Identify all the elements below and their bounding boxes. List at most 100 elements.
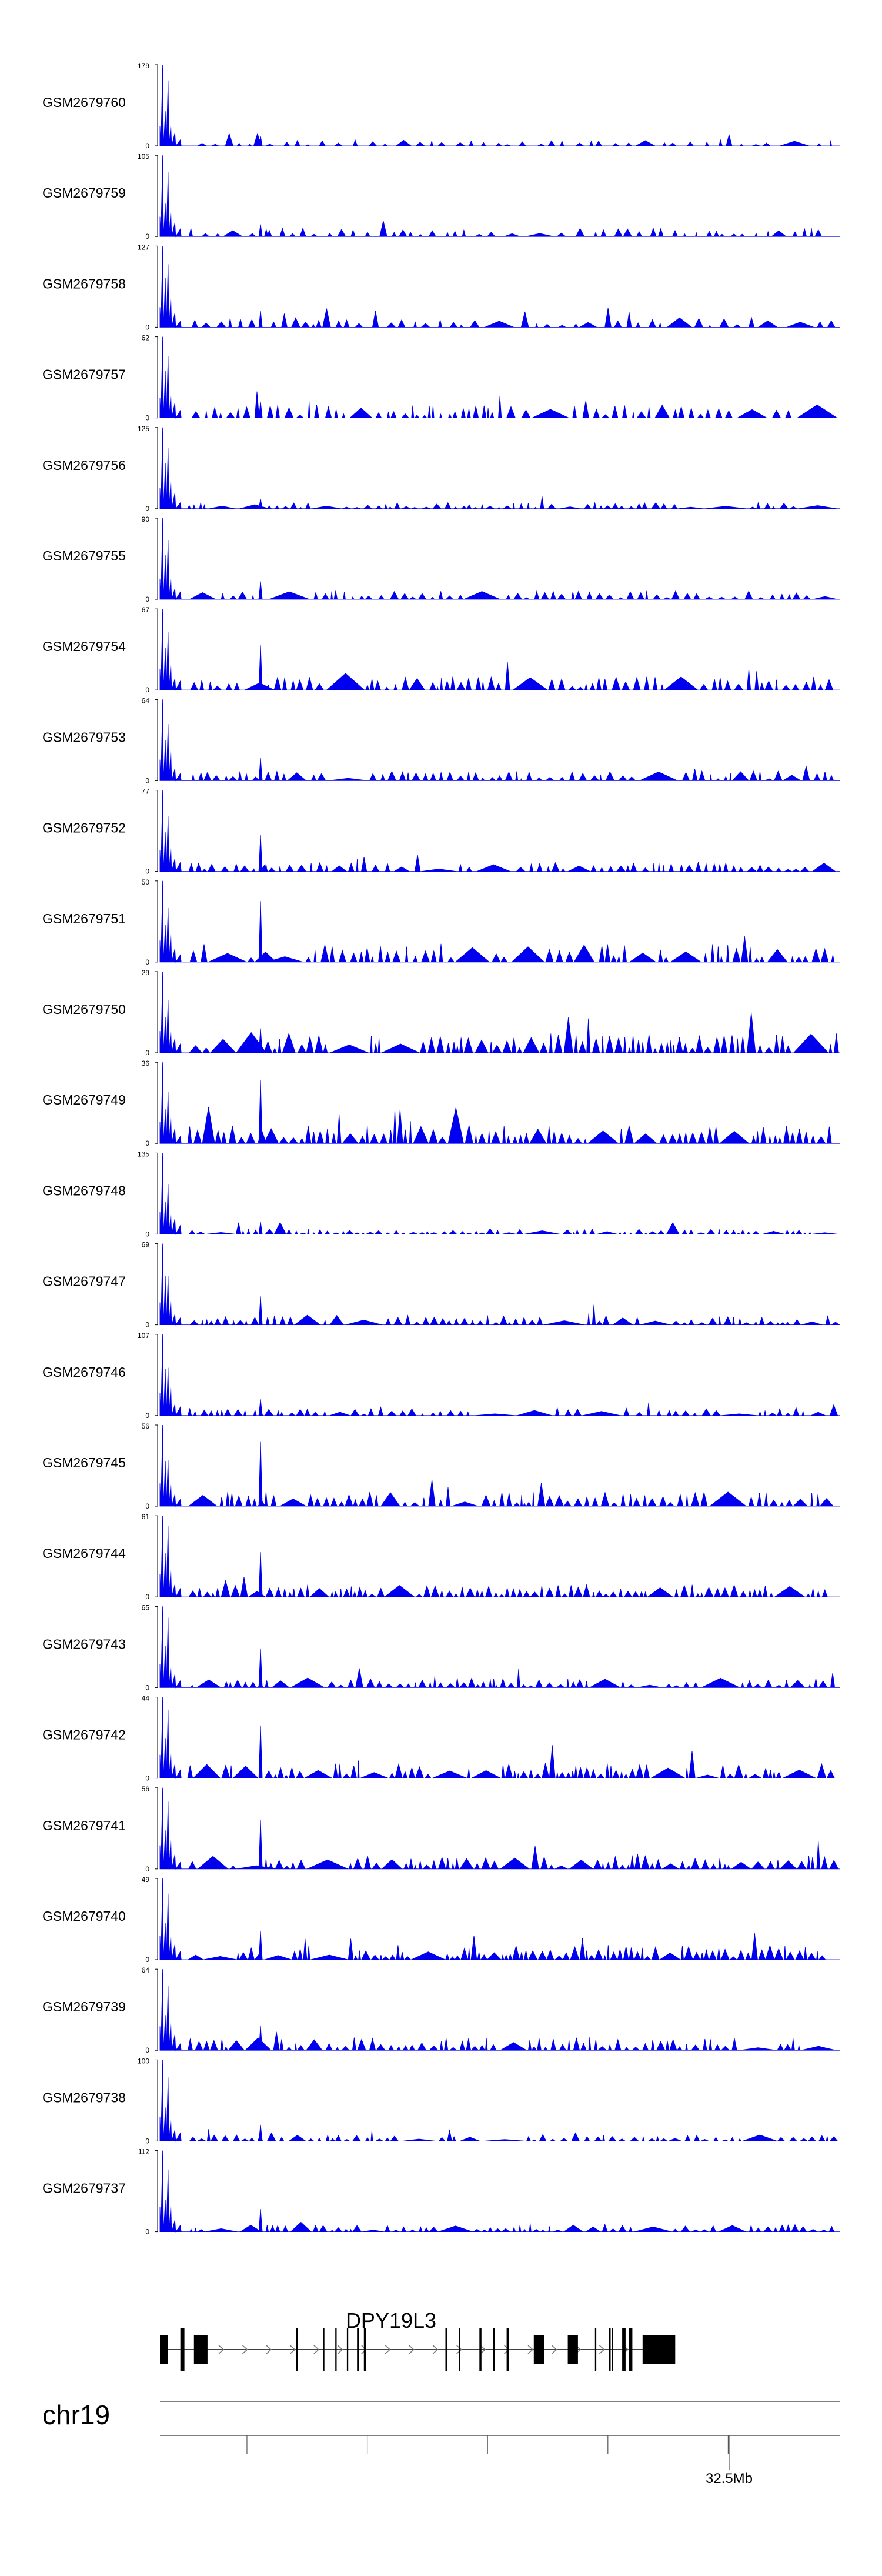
- track-GSM2679751: GSM2679751 50 0: [42, 878, 840, 966]
- strand-arrow: [218, 2345, 225, 2354]
- gene-exon: [642, 2335, 676, 2364]
- chromosome-ideogram: chr19: [42, 2400, 840, 2430]
- track-label: GSM2679752: [42, 820, 126, 836]
- track-ymin-label: 0: [145, 1321, 149, 1329]
- track-label: GSM2679744: [42, 1546, 126, 1561]
- track-GSM2679737: GSM2679737 112 0: [42, 2148, 840, 2236]
- track-GSM2679741: GSM2679741 56 0: [42, 1785, 840, 1873]
- track-ymax-label: 64: [142, 1966, 150, 1974]
- track-ymax-label: 56: [142, 1785, 150, 1793]
- track-ymin-label: 0: [145, 867, 149, 876]
- track-ymax-label: 36: [142, 1059, 150, 1067]
- track-ymin-label: 0: [145, 1683, 149, 1691]
- track-label: GSM2679742: [42, 1727, 126, 1743]
- gene-exon: [445, 2328, 447, 2371]
- track-signal-area: [159, 1424, 840, 1507]
- gene-exon: [479, 2328, 482, 2371]
- track-label: GSM2679746: [42, 1364, 126, 1380]
- track-ymin-label: 0: [145, 505, 149, 513]
- strand-arrow: [361, 2345, 367, 2354]
- track-GSM2679760: GSM2679760 179 0: [42, 62, 840, 150]
- track-GSM2679746: GSM2679746 107 0: [42, 1332, 840, 1420]
- track-ymin-label: 0: [145, 1412, 149, 1420]
- track-ymax-label: 112: [138, 2148, 149, 2156]
- track-ymin-label: 0: [145, 414, 149, 422]
- track-GSM2679756: GSM2679756 125 0: [42, 425, 840, 513]
- track-ymax-label: 64: [142, 696, 150, 705]
- track-GSM2679753: GSM2679753 64 0: [42, 696, 840, 785]
- gene-exon: [180, 2328, 185, 2371]
- track-signal-area: [159, 518, 840, 600]
- strand-arrow: [242, 2345, 248, 2354]
- track-ymin-label: 0: [145, 958, 149, 966]
- track-GSM2679742: GSM2679742 44 0: [42, 1694, 840, 1783]
- strand-arrow: [266, 2345, 272, 2354]
- track-GSM2679752: GSM2679752 77 0: [42, 788, 840, 876]
- track-GSM2679748: GSM2679748 135 0: [42, 1150, 840, 1238]
- strand-arrow: [480, 2345, 486, 2354]
- track-signal-area: [159, 2060, 840, 2142]
- track-ymax-label: 100: [138, 2057, 149, 2065]
- track-signal-area: [159, 1243, 840, 1326]
- track-ymin-label: 0: [145, 1593, 149, 1601]
- track-ymax-label: 90: [142, 515, 150, 523]
- genomic-axis: 32.5Mb: [160, 2435, 840, 2487]
- track-ymax-label: 107: [138, 1332, 149, 1340]
- gene-exon: [567, 2335, 578, 2364]
- track-GSM2679739: GSM2679739 64 0: [42, 1966, 840, 2054]
- track-label: GSM2679747: [42, 1274, 126, 1289]
- track-GSM2679747: GSM2679747 69 0: [42, 1241, 840, 1329]
- track-ymin-label: 0: [145, 2046, 149, 2054]
- track-ymax-label: 179: [138, 62, 149, 70]
- track-ymin-label: 0: [145, 1774, 149, 1783]
- gene-track: DPY19L3: [160, 2308, 676, 2371]
- track-ymax-label: 77: [142, 788, 150, 796]
- track-signal-area: [159, 1606, 840, 1689]
- track-GSM2679744: GSM2679744 61 0: [42, 1513, 840, 1601]
- gene-exon: [622, 2328, 626, 2371]
- track-signal-area: [159, 971, 840, 1054]
- track-ymax-label: 125: [138, 425, 149, 433]
- track-signal-area: [159, 790, 840, 873]
- track-ymax-label: 50: [142, 878, 150, 886]
- track-GSM2679738: GSM2679738 100 0: [42, 2057, 840, 2145]
- track-label: GSM2679738: [42, 2090, 126, 2105]
- track-GSM2679758: GSM2679758 127 0: [42, 243, 840, 331]
- gene-exon: [357, 2328, 359, 2371]
- track-GSM2679759: GSM2679759 105 0: [42, 152, 840, 241]
- track-signal-area: [159, 609, 840, 691]
- track-label: GSM2679745: [42, 1455, 126, 1470]
- track-ymax-label: 62: [142, 334, 150, 342]
- track-label: GSM2679756: [42, 458, 126, 473]
- track-ymax-label: 135: [138, 1150, 149, 1158]
- strand-arrow: [289, 2345, 296, 2354]
- strand-arrow: [432, 2345, 439, 2354]
- track-ymax-label: 61: [142, 1513, 150, 1521]
- gene-exon: [612, 2328, 613, 2371]
- track-ymax-label: 56: [142, 1422, 150, 1430]
- track-ymin-label: 0: [145, 2228, 149, 2236]
- track-GSM2679750: GSM2679750 29 0: [42, 969, 840, 1057]
- strand-arrow: [527, 2345, 534, 2354]
- track-ymax-label: 49: [142, 1876, 150, 1884]
- track-ymin-label: 0: [145, 1230, 149, 1238]
- track-ymax-label: 67: [142, 606, 150, 614]
- track-GSM2679743: GSM2679743 65 0: [42, 1603, 840, 1691]
- track-ymax-label: 65: [142, 1603, 150, 1611]
- track-ymin-label: 0: [145, 1502, 149, 1510]
- gene-exon: [533, 2335, 544, 2364]
- strand-arrow: [409, 2345, 415, 2354]
- track-signal-area: [159, 1787, 840, 1870]
- track-label: GSM2679748: [42, 1183, 126, 1198]
- track-label: GSM2679741: [42, 1818, 126, 1833]
- strand-arrow: [385, 2345, 391, 2354]
- track-label: GSM2679749: [42, 1092, 126, 1107]
- track-signal-area: [159, 336, 840, 419]
- strand-arrow: [456, 2345, 462, 2354]
- track-signal-area: [159, 1516, 840, 1598]
- track-label: GSM2679757: [42, 367, 126, 382]
- track-ymin-label: 0: [145, 323, 149, 331]
- track-ymin-label: 0: [145, 2137, 149, 2145]
- track-label: GSM2679743: [42, 1636, 126, 1651]
